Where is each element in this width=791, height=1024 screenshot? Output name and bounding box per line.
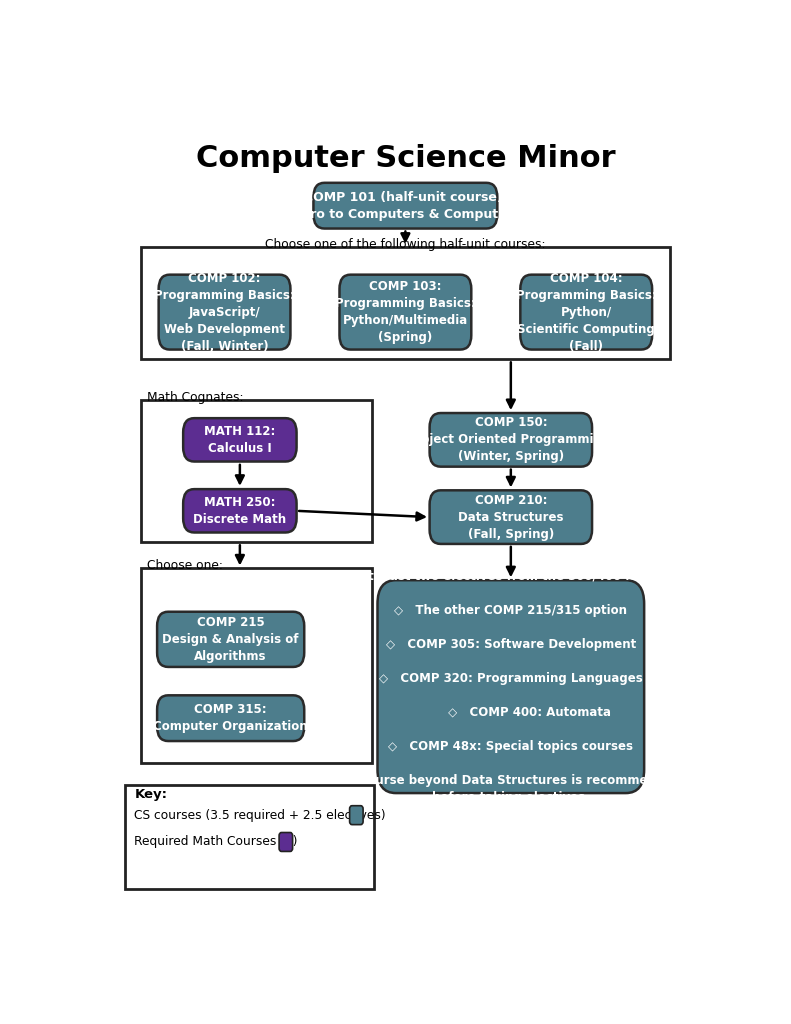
FancyBboxPatch shape [520,274,652,349]
FancyBboxPatch shape [377,581,644,793]
Text: COMP 215
Design & Analysis of
Algorithms: COMP 215 Design & Analysis of Algorithms [162,615,299,663]
FancyBboxPatch shape [279,833,293,851]
FancyBboxPatch shape [159,274,290,349]
FancyBboxPatch shape [313,183,498,228]
Text: COMP 102:
Programming Basics:
JavaScript/
Web Development
(Fall, Winter): COMP 102: Programming Basics: JavaScript… [154,271,295,352]
Text: Choose one:: Choose one: [146,559,222,572]
Text: MATH 112:
Calculus I: MATH 112: Calculus I [204,425,275,455]
FancyBboxPatch shape [184,418,297,462]
FancyBboxPatch shape [184,489,297,532]
Bar [125,785,373,889]
FancyBboxPatch shape [339,274,471,349]
FancyBboxPatch shape [430,490,592,544]
Bar [141,568,372,763]
Text: COMP 104:
Programming Basics:
Python/
Scientific Computing
(Fall): COMP 104: Programming Basics: Python/ Sc… [516,271,657,352]
FancyBboxPatch shape [430,413,592,467]
Text: MATH 250:
Discrete Math: MATH 250: Discrete Math [193,496,286,525]
Text: Required Math Courses (2): Required Math Courses (2) [134,836,298,849]
Bar [141,247,670,359]
Text: Key:: Key: [134,788,168,801]
Text: Choose one of the following half-unit courses:: Choose one of the following half-unit co… [265,238,546,251]
Bar [141,400,372,543]
Text: COMP 150:
Object Oriented Programming
(Winter, Spring): COMP 150: Object Oriented Programming (W… [411,417,611,463]
FancyBboxPatch shape [350,806,363,824]
Text: COMP 315:
Computer Organization: COMP 315: Computer Organization [153,703,308,733]
FancyBboxPatch shape [157,695,305,741]
FancyBboxPatch shape [157,611,305,667]
Text: COMP 101 (half-unit course):
Intro to Computers & Computing: COMP 101 (half-unit course): Intro to Co… [291,190,520,220]
Text: At least two electives from the 300/400 level:

◇   The other COMP 215/315 optio: At least two electives from the 300/400 … [341,569,680,804]
Text: COMP 103:
Programming Basics:
Python/Multimedia
(Spring): COMP 103: Programming Basics: Python/Mul… [335,281,475,344]
Text: COMP 210:
Data Structures
(Fall, Spring): COMP 210: Data Structures (Fall, Spring) [458,494,563,541]
Text: CS courses (3.5 required + 2.5 electives): CS courses (3.5 required + 2.5 electives… [134,809,386,821]
Text: Math Cognates:: Math Cognates: [146,391,243,404]
Text: Computer Science Minor: Computer Science Minor [195,143,615,173]
